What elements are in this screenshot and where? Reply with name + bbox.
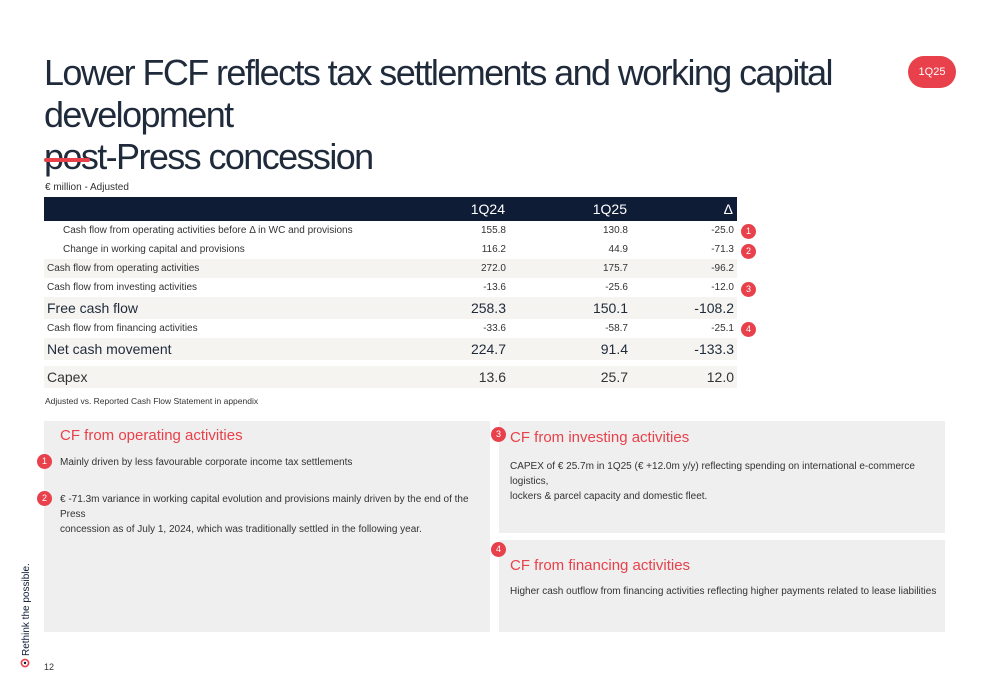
header-1q24: 1Q24 [404,197,509,221]
table-row: Change in working capital and provisions… [44,240,737,259]
row-marker: 2 [741,244,756,259]
table-row: Cash flow from operating activities 272.… [44,259,737,278]
cell-1q25: -58.7 [605,323,628,334]
cell-1q24: -13.6 [483,282,506,293]
row-label: Net cash movement [44,338,404,360]
cash-flow-table: 1Q24 1Q25 Δ Cash flow from operating act… [44,197,737,388]
operating-marker-2: 2 [37,491,52,506]
table-row: Cash flow from investing activities -13.… [44,278,737,297]
cell-delta: -71.3 [711,244,734,255]
table-footnote: Adjusted vs. Reported Cash Flow Statemen… [45,396,259,406]
cell-1q24: 155.8 [480,225,506,236]
investing-text: CAPEX of € 25.7m in 1Q25 (€ +12.0m y/y) … [510,459,940,504]
table-row: Net cash movement 224.7 91.4 -133.3 [44,338,737,360]
table-spacer-row [44,360,737,366]
spacer-cell [44,360,737,366]
cell-delta: -12.0 [711,282,734,293]
cell-delta: 12.0 [631,366,737,388]
investing-panel-title: CF from investing activities [510,429,690,446]
row-marker: 4 [741,322,756,337]
row-label: Cash flow from investing activities [47,282,198,293]
page-number: 12 [44,662,55,672]
financing-panel-title: CF from financing activities [510,557,691,574]
financing-marker: 4 [491,542,506,557]
row-marker: 3 [741,282,756,297]
cell-1q25: 130.8 [602,225,628,236]
investing-marker: 3 [491,427,506,442]
period-badge: 1Q25 [908,56,956,88]
row-label: Cash flow from operating activities [44,259,404,278]
table-header-row: 1Q24 1Q25 Δ [44,197,737,221]
title-line-2: post-Press concession [44,136,374,177]
cell-delta: -25.0 [711,225,734,236]
title-line-1: Lower FCF reflects tax settlements and w… [44,52,834,135]
row-label: Cash flow from operating activities befo… [63,225,353,236]
row-label: Free cash flow [44,297,404,319]
cell-delta: -25.1 [711,323,734,334]
table-row: Cash flow from financing activities -33.… [44,319,737,338]
row-label: Cash flow from financing activities [47,323,198,334]
brand-logo-icon [20,658,30,668]
cell-1q25: 91.4 [509,338,631,360]
cell-1q24: 13.6 [404,366,509,388]
cell-1q24: 116.2 [481,244,506,255]
cell-1q25: 44.9 [608,244,628,255]
row-marker: 1 [741,224,756,239]
operating-marker-1: 1 [37,454,52,469]
cell-1q24: 258.3 [404,297,509,319]
cell-1q24: -33.6 [483,323,506,334]
brand-tagline: Rethink the possible. [20,563,32,668]
operating-panel [44,421,490,632]
cell-1q25: 150.1 [509,297,631,319]
table-unit-label: € million - Adjusted [45,182,129,193]
header-label-cell [44,197,404,221]
header-1q25: 1Q25 [509,197,631,221]
investing-panel [499,421,945,533]
operating-panel-title: CF from operating activities [60,427,243,444]
cell-delta: -96.2 [631,259,737,278]
table-row: Cash flow from operating activities befo… [44,221,737,240]
operating-point-2: € -71.3m variance in working capital evo… [60,492,485,537]
investing-text-line-1: CAPEX of € 25.7m in 1Q25 (€ +12.0m y/y) … [510,461,915,487]
cell-delta: -133.3 [631,338,737,360]
row-label: Capex [44,366,404,388]
operating-point-1: Mainly driven by less favourable corpora… [60,457,353,468]
header-delta: Δ [631,197,737,221]
title-accent-line [44,158,90,162]
operating-point-2-line-1: € -71.3m variance in working capital evo… [60,494,469,520]
cell-1q24: 224.7 [404,338,509,360]
brand-tagline-text: Rethink the possible. [21,563,32,656]
table-row: Free cash flow 258.3 150.1 -108.2 [44,297,737,319]
financing-panel [499,540,945,632]
cell-delta: -108.2 [631,297,737,319]
table-row: Capex 13.6 25.7 12.0 [44,366,737,388]
financing-text: Higher cash outflow from financing activ… [510,586,937,597]
investing-text-line-2: lockers & parcel capacity and domestic f… [510,491,708,502]
cell-1q25: -25.6 [605,282,628,293]
page-title: Lower FCF reflects tax settlements and w… [44,52,914,178]
cell-1q24: 272.0 [404,259,509,278]
cell-1q25: 25.7 [509,366,631,388]
cell-1q25: 175.7 [509,259,631,278]
row-label: Change in working capital and provisions [63,244,245,255]
operating-point-2-line-2: concession as of July 1, 2024, which was… [60,524,422,535]
